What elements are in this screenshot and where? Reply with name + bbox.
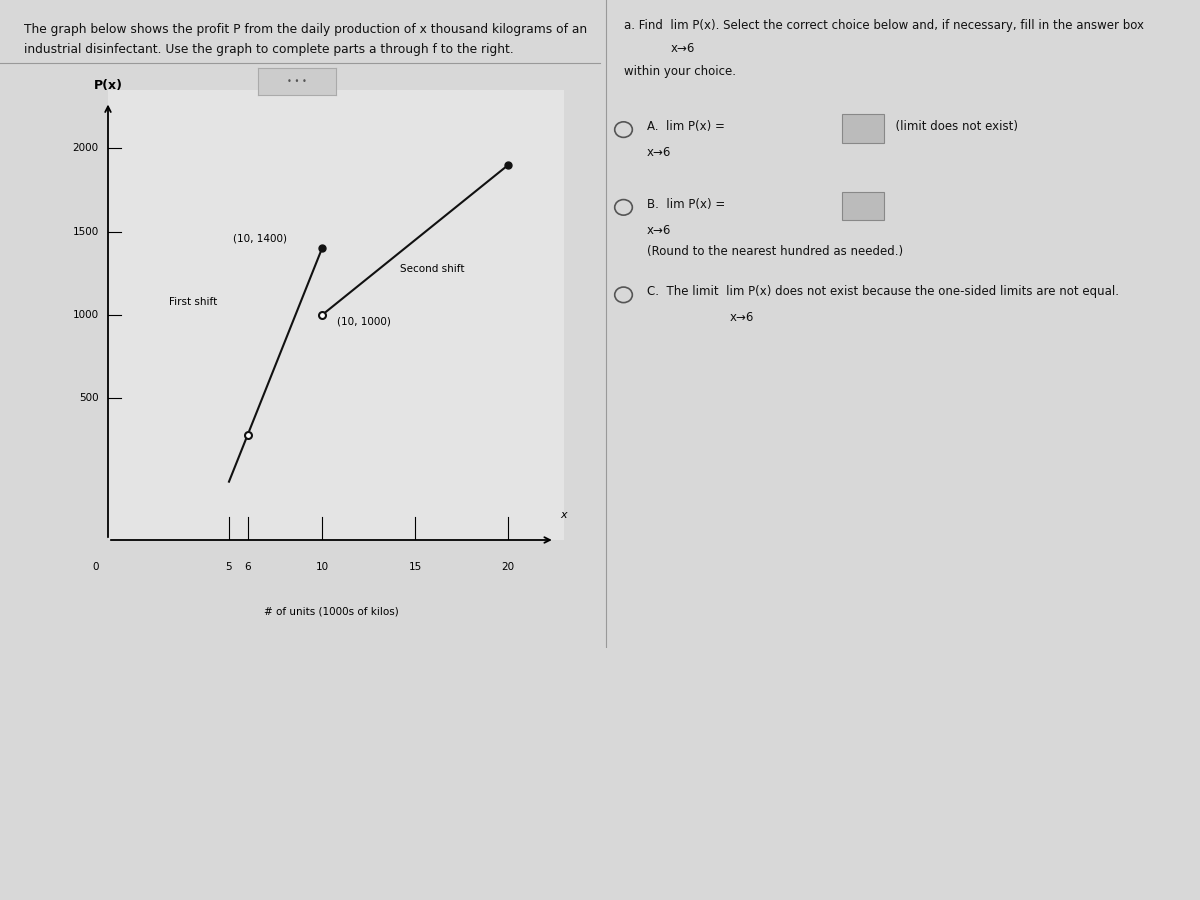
Text: x→6: x→6 <box>647 146 672 158</box>
Text: x→6: x→6 <box>671 42 695 55</box>
Text: (10, 1000): (10, 1000) <box>337 317 391 327</box>
Text: 10: 10 <box>316 562 329 572</box>
Text: Second shift: Second shift <box>401 264 464 274</box>
Text: (Round to the nearest hundred as needed.): (Round to the nearest hundred as needed.… <box>647 245 904 258</box>
Text: First shift: First shift <box>169 297 217 307</box>
Text: x: x <box>560 510 566 520</box>
Text: 15: 15 <box>408 562 421 572</box>
Text: 1500: 1500 <box>72 227 98 237</box>
Text: 6: 6 <box>245 562 251 572</box>
Text: # of units (1000s of kilos): # of units (1000s of kilos) <box>264 607 398 616</box>
Text: 500: 500 <box>79 393 98 403</box>
Text: x→6: x→6 <box>730 311 754 324</box>
Text: B.  lim P(x) =: B. lim P(x) = <box>647 198 725 211</box>
Text: 1000: 1000 <box>72 310 98 320</box>
Text: (limit does not exist): (limit does not exist) <box>888 120 1018 133</box>
Text: industrial disinfectant. Use the graph to complete parts a through f to the righ: industrial disinfectant. Use the graph t… <box>24 43 514 56</box>
Text: 5: 5 <box>226 562 233 572</box>
Text: (10, 1400): (10, 1400) <box>233 234 287 244</box>
Text: The graph below shows the profit P from the daily production of x thousand kilog: The graph below shows the profit P from … <box>24 22 587 35</box>
Text: 20: 20 <box>502 562 515 572</box>
Text: 2000: 2000 <box>72 143 98 153</box>
Text: x→6: x→6 <box>647 223 672 237</box>
Text: • • •: • • • <box>287 76 307 86</box>
Text: 0: 0 <box>92 562 98 572</box>
FancyBboxPatch shape <box>842 114 884 142</box>
Text: a. Find  lim P(x). Select the correct choice below and, if necessary, fill in th: a. Find lim P(x). Select the correct cho… <box>624 20 1144 32</box>
Text: A.  lim P(x) =: A. lim P(x) = <box>647 120 725 133</box>
Text: P(x): P(x) <box>94 78 122 92</box>
Text: within your choice.: within your choice. <box>624 65 736 77</box>
Text: C.  The limit  lim P(x) does not exist because the one-sided limits are not equa: C. The limit lim P(x) does not exist bec… <box>647 285 1120 298</box>
FancyBboxPatch shape <box>842 192 884 220</box>
